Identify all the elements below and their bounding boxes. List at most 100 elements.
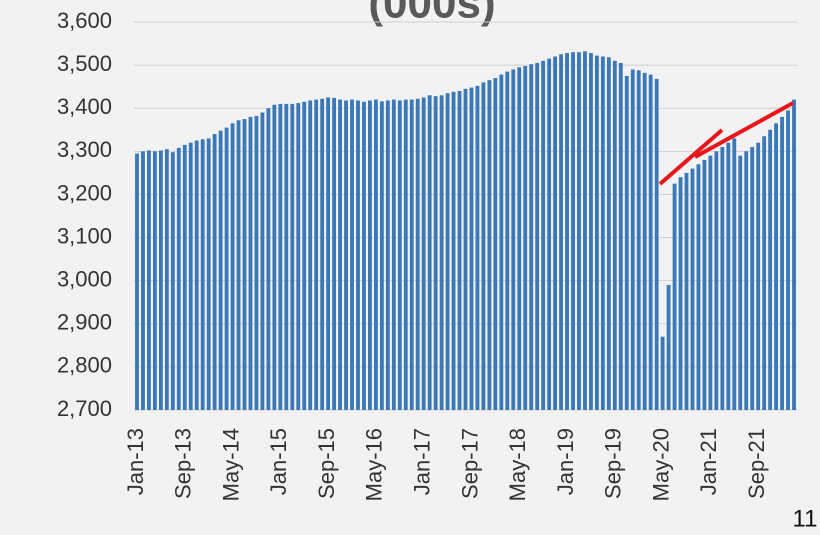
x-tick-label: Sep-17: [457, 428, 482, 499]
bar: [696, 164, 701, 410]
y-tick-label: 2,900: [57, 310, 112, 335]
bar: [290, 103, 295, 411]
bar: [738, 155, 743, 410]
bar: [565, 53, 569, 410]
bar: [218, 130, 223, 410]
bar: [648, 74, 653, 411]
bar: [248, 116, 253, 410]
y-tick-label: 3,000: [57, 266, 112, 291]
bar: [571, 52, 575, 411]
x-tick-label: Jan-13: [123, 428, 148, 495]
bar: [182, 144, 187, 410]
bar: [320, 98, 325, 410]
bar: [535, 62, 540, 410]
bar: [147, 150, 151, 410]
bar: [666, 284, 671, 410]
bar: [409, 99, 414, 410]
bar: [630, 69, 635, 410]
bar: [594, 55, 599, 410]
bar: [230, 123, 235, 411]
bar: [786, 110, 790, 410]
bar: [350, 99, 354, 410]
bar: [338, 99, 342, 410]
bar: [362, 101, 366, 410]
x-tick-label: May-14: [218, 428, 243, 501]
bar: [344, 100, 348, 410]
bar: [141, 151, 145, 411]
bar: [391, 99, 396, 410]
bar: [642, 72, 647, 411]
bar: [750, 147, 755, 410]
bar: [792, 99, 796, 410]
bar: [260, 112, 265, 411]
bar: [200, 139, 205, 411]
bar: [732, 138, 737, 410]
bar: [254, 115, 259, 410]
bar: [612, 60, 617, 411]
x-tick-label: Sep-13: [171, 428, 196, 499]
plot-area: 2,700 2,800 2,900 3,000 3,100 3,200 3,300 3,400…: [57, 8, 797, 501]
bar: [744, 151, 749, 411]
bar: [164, 149, 169, 410]
bar: [660, 336, 665, 410]
bar: [439, 95, 444, 411]
bar: [481, 82, 486, 410]
bar: [212, 134, 217, 411]
bar: [457, 90, 462, 410]
bar: [272, 104, 277, 411]
bar: [314, 99, 319, 410]
bar: [397, 100, 402, 410]
bar: [487, 80, 492, 410]
bar: [756, 142, 761, 410]
x-tick-label: Sep-19: [601, 428, 626, 499]
x-tick-label: Sep-21: [744, 428, 769, 499]
bar: [702, 159, 707, 410]
bar: [194, 140, 199, 411]
bar: [559, 54, 563, 410]
bar: [445, 93, 450, 410]
bar: [774, 123, 779, 411]
bar: [654, 78, 659, 410]
bar: [433, 96, 438, 410]
bar: [505, 71, 510, 411]
y-tick-label: 3,400: [57, 94, 112, 119]
bar: [768, 129, 773, 410]
bar: [224, 127, 229, 410]
bar: [511, 69, 516, 410]
trend-line: [694, 101, 794, 159]
bar: [583, 51, 587, 411]
bar: [541, 60, 546, 411]
y-tick-label: 3,500: [57, 51, 112, 76]
bar: [326, 97, 331, 410]
bar: [690, 168, 695, 410]
bar: [302, 101, 307, 410]
page-number: 11: [793, 505, 818, 532]
bar: [553, 56, 558, 410]
bar: [624, 75, 629, 410]
bar: [284, 103, 289, 411]
bar: [762, 136, 767, 410]
bar: [158, 150, 163, 410]
bar: [475, 85, 480, 410]
y-tick-label: 3,200: [57, 180, 112, 205]
bar: [618, 62, 623, 410]
bar: [493, 78, 498, 411]
y-tick-label: 2,800: [57, 353, 112, 378]
x-tick-label: May-20: [648, 428, 673, 501]
bar: [684, 172, 689, 410]
bar: [469, 87, 474, 410]
bar: [135, 153, 139, 410]
x-tick-label: Jan-15: [266, 428, 291, 495]
trend-line: [658, 128, 724, 186]
bar: [451, 91, 456, 410]
bar: [720, 147, 725, 410]
bar: [356, 100, 360, 410]
bar: [463, 88, 468, 411]
bar: [170, 152, 175, 410]
bar: [589, 53, 593, 410]
x-tick-label: Jan-19: [553, 428, 578, 495]
bar: [385, 100, 390, 410]
bar: [379, 101, 384, 410]
bar: [427, 95, 432, 411]
